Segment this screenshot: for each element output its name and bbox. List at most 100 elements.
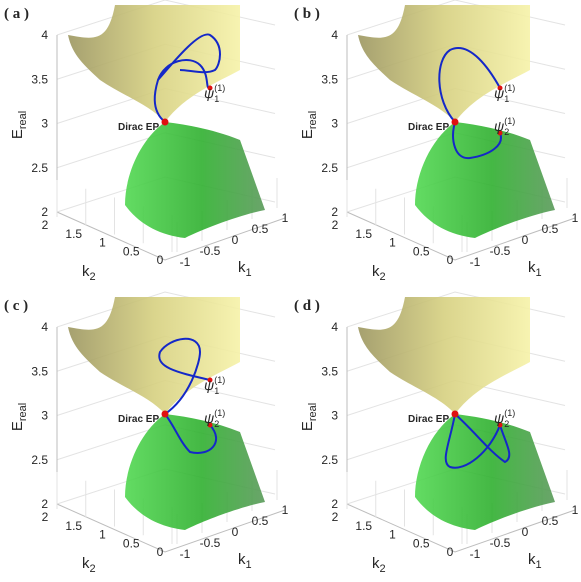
y-tick-label: 0 bbox=[447, 253, 454, 267]
lower-surface bbox=[125, 122, 265, 238]
upper-surface bbox=[358, 5, 530, 122]
upper-surface bbox=[358, 297, 530, 414]
x-tick-label: 0.5 bbox=[252, 222, 269, 236]
y-tick-label: 1.5 bbox=[355, 227, 372, 241]
y-axis-label: k2 bbox=[372, 555, 386, 575]
z-tick-label: 3.5 bbox=[321, 364, 338, 378]
x-axis-label: k1 bbox=[238, 551, 252, 571]
z-tick-label: 2.5 bbox=[321, 161, 338, 175]
z-tick-label: 3.5 bbox=[31, 72, 48, 86]
z-tick-label: 4 bbox=[331, 28, 338, 42]
x-tick-label: -0.5 bbox=[490, 536, 511, 550]
x-tick-label: 0 bbox=[232, 525, 239, 539]
y-label: k bbox=[372, 555, 380, 572]
z-tick-label: 3 bbox=[331, 117, 338, 131]
x-tick-label: 0 bbox=[522, 525, 529, 539]
dirac-ep bbox=[161, 118, 169, 126]
panel-label: ( d ) bbox=[294, 298, 320, 314]
upper-surface bbox=[68, 5, 240, 122]
ep-label: Dirac EP bbox=[118, 122, 159, 133]
z-tick-label: 2.5 bbox=[31, 161, 48, 175]
y-tick-label: 0 bbox=[157, 545, 164, 559]
y-label: k bbox=[82, 263, 90, 280]
y-tick-label: 1.5 bbox=[355, 519, 372, 533]
z-tick-label: 2 bbox=[331, 497, 338, 511]
z-axis-label: Ereal bbox=[9, 403, 29, 431]
x-tick-label: 0 bbox=[232, 233, 239, 247]
y-tick-label: 0.5 bbox=[413, 536, 430, 550]
lower-surface bbox=[415, 414, 555, 530]
z-label: E bbox=[9, 421, 26, 431]
z-tick-label: 3 bbox=[41, 409, 48, 423]
upper-surface bbox=[68, 297, 240, 414]
x-axis-label: k1 bbox=[528, 551, 542, 571]
z-axis-label: Ereal bbox=[9, 111, 29, 139]
x-axis-label: k1 bbox=[238, 259, 252, 279]
trajectory bbox=[444, 413, 511, 469]
state-label: ψ1(1) bbox=[494, 83, 515, 104]
x-tick-label: 0 bbox=[522, 233, 529, 247]
state-label: ψ1(1) bbox=[204, 375, 225, 396]
x-label: k bbox=[528, 259, 536, 276]
state-sub: 1 bbox=[214, 386, 219, 396]
z-tick-label: 4 bbox=[41, 28, 48, 42]
x-label: k bbox=[528, 551, 536, 568]
x-tick-label: 1 bbox=[282, 211, 289, 225]
state-symbol: ψ bbox=[494, 85, 504, 101]
state-sup: (1) bbox=[214, 408, 225, 418]
state-point bbox=[207, 85, 213, 91]
ep-label: Dirac EP bbox=[408, 122, 449, 133]
y-tick-label: 2 bbox=[42, 218, 49, 232]
y-axis-label: k2 bbox=[82, 555, 96, 575]
ep-label: Dirac EP bbox=[408, 414, 449, 425]
ep-label: Dirac EP bbox=[118, 414, 159, 425]
dirac-ep bbox=[161, 410, 169, 418]
state-sup: (1) bbox=[214, 375, 225, 385]
z-tick-label: 3 bbox=[41, 117, 48, 131]
axis-box bbox=[56, 35, 286, 261]
axis-box bbox=[56, 327, 286, 553]
panel-label: ( c ) bbox=[4, 298, 28, 314]
x-label: k bbox=[238, 551, 246, 568]
state-sup: (1) bbox=[214, 83, 225, 93]
state-sub: 1 bbox=[504, 94, 509, 104]
state-label: ψ2(1) bbox=[494, 116, 515, 137]
y-tick-label: 1.5 bbox=[65, 227, 82, 241]
state-symbol: ψ bbox=[204, 377, 214, 393]
x-tick-label: -0.5 bbox=[200, 244, 221, 258]
z-label: E bbox=[299, 421, 316, 431]
y-tick-label: 0.5 bbox=[413, 244, 430, 258]
y-tick-label: 2 bbox=[332, 510, 339, 524]
z-tick-label: 4 bbox=[41, 320, 48, 334]
y-tick-label: 0.5 bbox=[123, 244, 140, 258]
trajectory bbox=[153, 33, 221, 123]
z-tick-label: 3.5 bbox=[31, 364, 48, 378]
x-tick-label: -0.5 bbox=[490, 244, 511, 258]
z-label: E bbox=[9, 129, 26, 139]
y-label-sub: 2 bbox=[90, 271, 96, 283]
x-axis-label: k1 bbox=[528, 259, 542, 279]
z-label-sub: real bbox=[307, 111, 319, 129]
state-symbol: ψ bbox=[494, 410, 504, 426]
state-symbol: ψ bbox=[204, 85, 214, 101]
z-axis-label: Ereal bbox=[299, 403, 319, 431]
z-tick-label: 2 bbox=[41, 205, 48, 219]
y-tick-label: 1 bbox=[389, 236, 396, 250]
x-label-sub: 1 bbox=[246, 559, 252, 571]
z-label-sub: real bbox=[307, 403, 319, 421]
state-point bbox=[497, 85, 503, 91]
x-tick-label: 0.5 bbox=[542, 222, 559, 236]
axis-box bbox=[346, 35, 576, 261]
y-axis-label: k2 bbox=[372, 263, 386, 283]
y-label: k bbox=[372, 263, 380, 280]
z-label: E bbox=[299, 129, 316, 139]
y-label-sub: 2 bbox=[380, 271, 386, 283]
trajectory bbox=[438, 47, 502, 160]
z-label-sub: real bbox=[17, 111, 29, 129]
y-tick-label: 1 bbox=[99, 236, 106, 250]
dirac-ep bbox=[451, 118, 459, 126]
